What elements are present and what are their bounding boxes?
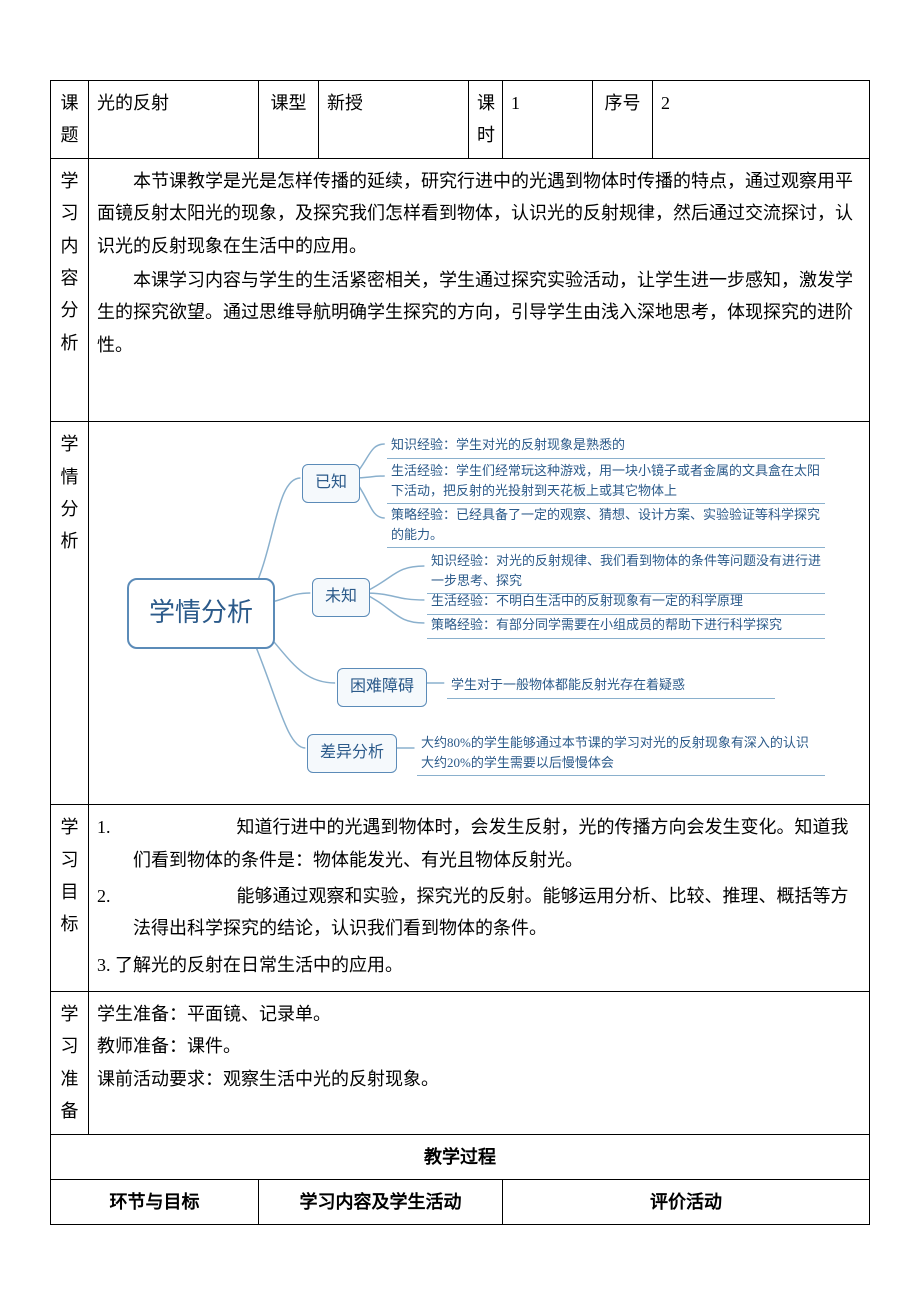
seq-label: 序号 [593,81,653,159]
process-col1: 环节与目标 [51,1180,259,1225]
preparation-body: 学生准备：平面镜、记录单。 教师准备：课件。 课前活动要求：观察生活中光的反射现… [89,992,870,1135]
leaf-u2: 生活经验：不明白生活中的反射现象有一定的科学原理 [427,588,825,615]
mindmap-diagram: 学情分析 已知 未知 困难障碍 差异分析 知识经验：学生对光的反射现象是熟悉的 … [97,428,861,798]
process-header: 教学过程 [51,1134,870,1179]
process-col3: 评价活动 [503,1180,870,1225]
preparation-label: 学习准备 [51,992,89,1135]
content-analysis-body: 本节课教学是光是怎样传播的延续，研究行进中的光遇到物体时传播的特点，通过观察用平… [89,158,870,421]
obj1-num: 1. [97,811,232,843]
type-label: 课型 [259,81,319,159]
process-columns-row: 环节与目标 学习内容及学生活动 评价活动 [51,1180,870,1225]
objectives-row: 学习目标 1. 知道行进中的光遇到物体时，会发生反射，光的传播方向会发生变化。知… [51,805,870,992]
node-diff-analysis: 差异分析 [307,734,397,773]
objectives-body: 1. 知道行进中的光遇到物体时，会发生反射，光的传播方向会发生变化。知道我们看到… [89,805,870,992]
learner-analysis-diagram-cell: 学情分析 已知 未知 困难障碍 差异分析 知识经验：学生对光的反射现象是熟悉的 … [89,422,870,805]
learner-analysis-label: 学情分析 [51,422,89,805]
header-row: 课题 光的反射 课型 新授 课时 1 序号 2 [51,81,870,159]
seq-value: 2 [653,81,870,159]
obj2-num: 2. [97,880,232,912]
topic-label: 课题 [51,81,89,159]
node-unknown: 未知 [312,578,370,617]
hours-label: 课时 [469,81,503,159]
hours-value: 1 [503,81,593,159]
objective-2: 2. 能够通过观察和实验，探究光的反射。能够运用分析、比较、推理、概括等方法得出… [97,880,861,945]
lesson-plan-table: 课题 光的反射 课型 新授 课时 1 序号 2 学习内容分析 本节课教学是光是怎… [50,80,870,1225]
content-p2: 本课学习内容与学生的生活紧密相关，学生通过探究实验活动，让学生进一步感知，激发学… [97,264,861,361]
type-value: 新授 [319,81,469,159]
topic-value: 光的反射 [89,81,259,159]
objective-1: 1. 知道行进中的光遇到物体时，会发生反射，光的传播方向会发生变化。知道我们看到… [97,811,861,876]
leaf-diff-analysis: 大约80%的学生能够通过本节课的学习对光的反射现象有深入的认识 大约20%的学生… [417,730,825,776]
leaf-difficulty: 学生对于一般物体都能反射光存在着疑惑 [447,672,775,699]
content-analysis-row: 学习内容分析 本节课教学是光是怎样传播的延续，研究行进中的光遇到物体时传播的特点… [51,158,870,421]
objective-3: 3. 了解光的反射在日常生活中的应用。 [97,949,861,981]
leaf-k3: 策略经验：已经具备了一定的观察、猜想、设计方案、实验验证等科学探究的能力。 [387,502,825,548]
prep-line3: 课前活动要求：观察生活中光的反射现象。 [97,1063,861,1095]
node-difficulty: 困难障碍 [337,668,427,707]
obj2-text: 能够通过观察和实验，探究光的反射。能够运用分析、比较、推理、概括等方法得出科学探… [133,886,849,938]
content-p1: 本节课教学是光是怎样传播的延续，研究行进中的光遇到物体时传播的特点，通过观察用平… [97,165,861,262]
prep-line2: 教师准备：课件。 [97,1030,861,1062]
mindmap-root: 学情分析 [127,578,275,649]
preparation-row: 学习准备 学生准备：平面镜、记录单。 教师准备：课件。 课前活动要求：观察生活中… [51,992,870,1135]
node-known: 已知 [302,464,360,503]
learner-analysis-row: 学情分析 [51,422,870,805]
process-col2: 学习内容及学生活动 [259,1180,503,1225]
leaf-k1: 知识经验：学生对光的反射现象是熟悉的 [387,432,825,459]
content-analysis-label: 学习内容分析 [51,158,89,421]
obj1-text: 知道行进中的光遇到物体时，会发生反射，光的传播方向会发生变化。知道我们看到物体的… [133,817,849,869]
leaf-u3: 策略经验：有部分同学需要在小组成员的帮助下进行科学探究 [427,612,825,639]
prep-line1: 学生准备：平面镜、记录单。 [97,998,861,1030]
objectives-label: 学习目标 [51,805,89,992]
leaf-k2: 生活经验：学生们经常玩这种游戏，用一块小镜子或者金属的文具盒在太阳下活动，把反射… [387,458,825,504]
process-header-row: 教学过程 [51,1134,870,1179]
document-page: 课题 光的反射 课型 新授 课时 1 序号 2 学习内容分析 本节课教学是光是怎… [0,0,920,1265]
